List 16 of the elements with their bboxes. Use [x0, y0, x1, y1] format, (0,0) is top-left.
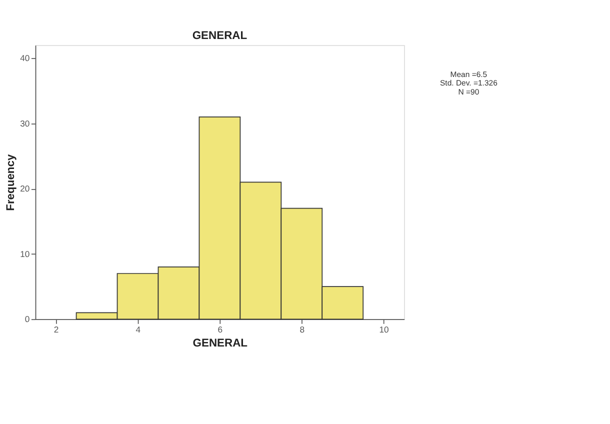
- y-tick-label: 30: [20, 118, 30, 128]
- x-tick-label: 6: [218, 324, 223, 335]
- y-tick-label: 10: [20, 248, 30, 259]
- x-axis-title: GENERAL: [192, 337, 248, 350]
- text: N =90: [458, 87, 480, 96]
- chart-title: GENERAL: [192, 30, 248, 42]
- y-tick-label: 20: [20, 184, 30, 194]
- y-tick-label: 40: [20, 53, 30, 64]
- x-tick-label: 2: [54, 324, 59, 335]
- x-tick-label: 4: [136, 324, 141, 335]
- y-tick-label: 0: [24, 314, 30, 324]
- x-tick-label: 10: [379, 324, 390, 335]
- x-tick-label: 8: [300, 324, 305, 335]
- text: Mean =6.5: [450, 70, 488, 80]
- y-axis-title: Frequency: [5, 154, 18, 211]
- text: Std. Dev. =1.326: [440, 78, 498, 88]
